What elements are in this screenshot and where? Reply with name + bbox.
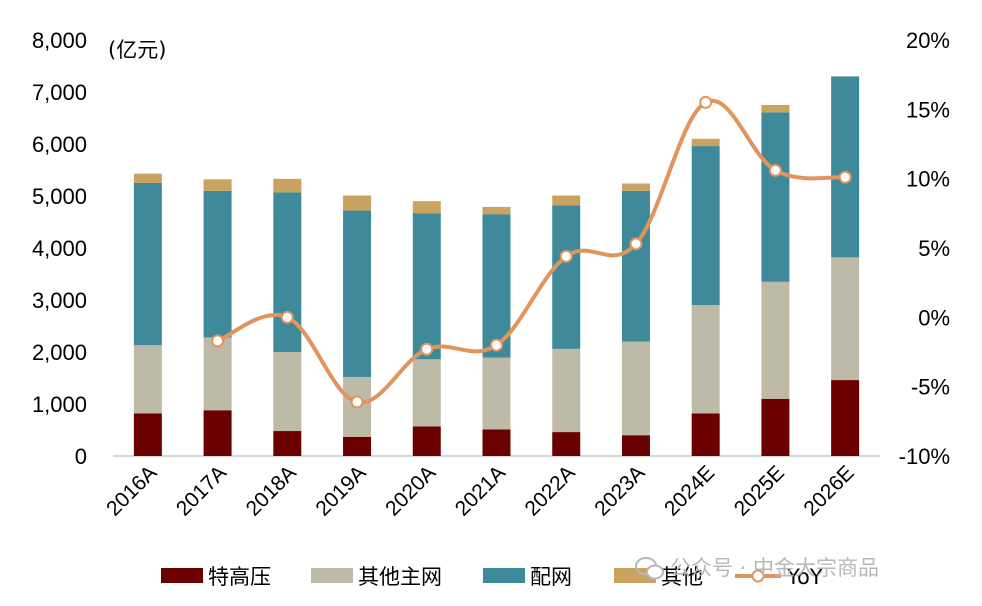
bar-segment bbox=[761, 112, 790, 282]
bar-segment bbox=[273, 431, 302, 456]
legend-swatch bbox=[614, 568, 656, 583]
bar-segment bbox=[691, 413, 720, 456]
bar-segment bbox=[343, 436, 372, 456]
bar-segment bbox=[621, 341, 650, 436]
bar-segment bbox=[761, 398, 790, 456]
x-tick-label: 2023A bbox=[590, 461, 649, 520]
bar-segment bbox=[343, 195, 372, 211]
x-tick-label: 2016A bbox=[102, 461, 161, 520]
yoy-point bbox=[211, 334, 225, 348]
yoy-line bbox=[211, 95, 852, 409]
yoy-point bbox=[838, 170, 852, 184]
legend-label: YoY bbox=[786, 565, 823, 589]
left-tick-label: 8,000 bbox=[32, 28, 87, 53]
bar-segment bbox=[691, 138, 720, 147]
bar-segment bbox=[482, 206, 511, 215]
right-tick-label: -10% bbox=[899, 444, 950, 469]
yoy-point bbox=[768, 163, 782, 177]
left-tick-label: 1,000 bbox=[32, 392, 87, 417]
x-tick-label: 2017A bbox=[172, 461, 231, 520]
right-tick-label: 20% bbox=[906, 28, 950, 53]
x-tick-label: 2026E bbox=[799, 461, 858, 520]
bar-segment bbox=[273, 178, 302, 193]
bars bbox=[133, 76, 860, 456]
bar-segment bbox=[552, 348, 581, 433]
bar-segment bbox=[273, 352, 302, 432]
bar-segment bbox=[552, 432, 581, 456]
right-tick-label: 15% bbox=[906, 97, 950, 122]
bar-segment bbox=[831, 380, 860, 456]
legend: 特高压 其他主网 配网 其他 YoY bbox=[161, 565, 823, 589]
bar-segment bbox=[412, 426, 441, 456]
left-tick-label: 5,000 bbox=[32, 184, 87, 209]
x-tick-label: 2024E bbox=[660, 461, 719, 520]
yoy-point bbox=[629, 237, 643, 251]
bar-segment bbox=[691, 305, 720, 414]
left-tick-label: 6,000 bbox=[32, 132, 87, 157]
bar-segment bbox=[203, 410, 232, 456]
bar-segment bbox=[203, 337, 232, 411]
yoy-point bbox=[350, 395, 364, 409]
bar-segment bbox=[761, 281, 790, 399]
bar-segment bbox=[203, 179, 232, 191]
bar-segment bbox=[621, 435, 650, 456]
yoy-line-path bbox=[215, 98, 848, 405]
right-tick-label: 10% bbox=[906, 167, 950, 192]
x-tick-label: 2019A bbox=[311, 461, 370, 520]
bar-segment bbox=[343, 210, 372, 377]
left-tick-label: 3,000 bbox=[32, 288, 87, 313]
left-tick-label: 0 bbox=[75, 444, 87, 469]
left-tick-label: 7,000 bbox=[32, 80, 87, 105]
right-tick-label: 5% bbox=[918, 236, 950, 261]
legend-swatch bbox=[161, 568, 203, 583]
unit-label: (亿元) bbox=[108, 38, 166, 62]
watermark: 公众号 · 中金大宗商品 bbox=[635, 556, 879, 580]
x-tick-label: 2021A bbox=[451, 461, 510, 520]
bar-segment bbox=[482, 429, 511, 456]
wechat-icon bbox=[635, 557, 664, 580]
bar-segment bbox=[621, 183, 650, 191]
bar-segment bbox=[133, 173, 162, 183]
yoy-point bbox=[490, 338, 503, 352]
x-tick-label: 2020A bbox=[381, 461, 440, 520]
legend-marker bbox=[751, 569, 765, 583]
bar-segment bbox=[273, 192, 302, 352]
bar-segment bbox=[482, 214, 511, 358]
bar-segment bbox=[482, 357, 511, 430]
yoy-point bbox=[420, 342, 434, 356]
bar-segment bbox=[133, 183, 162, 346]
bar-segment bbox=[412, 201, 441, 214]
yoy-point bbox=[699, 95, 713, 109]
bar-segment bbox=[133, 345, 162, 414]
bar-segment bbox=[831, 257, 860, 381]
left-tick-label: 2,000 bbox=[32, 340, 87, 365]
bar-segment bbox=[412, 359, 441, 427]
legend-label: 配网 bbox=[530, 565, 572, 589]
x-tick-label: 2022A bbox=[521, 461, 580, 520]
left-tick-label: 4,000 bbox=[32, 236, 87, 261]
x-tick-label: 2018A bbox=[242, 461, 301, 520]
bar-segment bbox=[552, 205, 581, 349]
watermark-text: 公众号 · 中金大宗商品 bbox=[670, 556, 879, 580]
bar-segment bbox=[761, 105, 790, 113]
bar-segment bbox=[831, 76, 860, 258]
bar-segment bbox=[412, 213, 441, 360]
bar-segment bbox=[133, 413, 162, 456]
legend-label: 特高压 bbox=[208, 565, 271, 589]
legend-swatch bbox=[483, 568, 525, 583]
bar-segment bbox=[691, 146, 720, 306]
yoy-point bbox=[280, 310, 294, 324]
bar-segment bbox=[552, 195, 581, 206]
bar-segment bbox=[621, 190, 650, 342]
legend-label: 其他 bbox=[661, 565, 703, 589]
yoy-point bbox=[559, 249, 573, 263]
right-tick-label: -5% bbox=[911, 375, 950, 400]
legend-label: 其他主网 bbox=[358, 565, 442, 589]
legend-swatch bbox=[311, 568, 353, 583]
right-tick-label: 0% bbox=[918, 305, 950, 330]
x-tick-label: 2025E bbox=[730, 461, 789, 520]
bar-segment bbox=[203, 190, 232, 338]
